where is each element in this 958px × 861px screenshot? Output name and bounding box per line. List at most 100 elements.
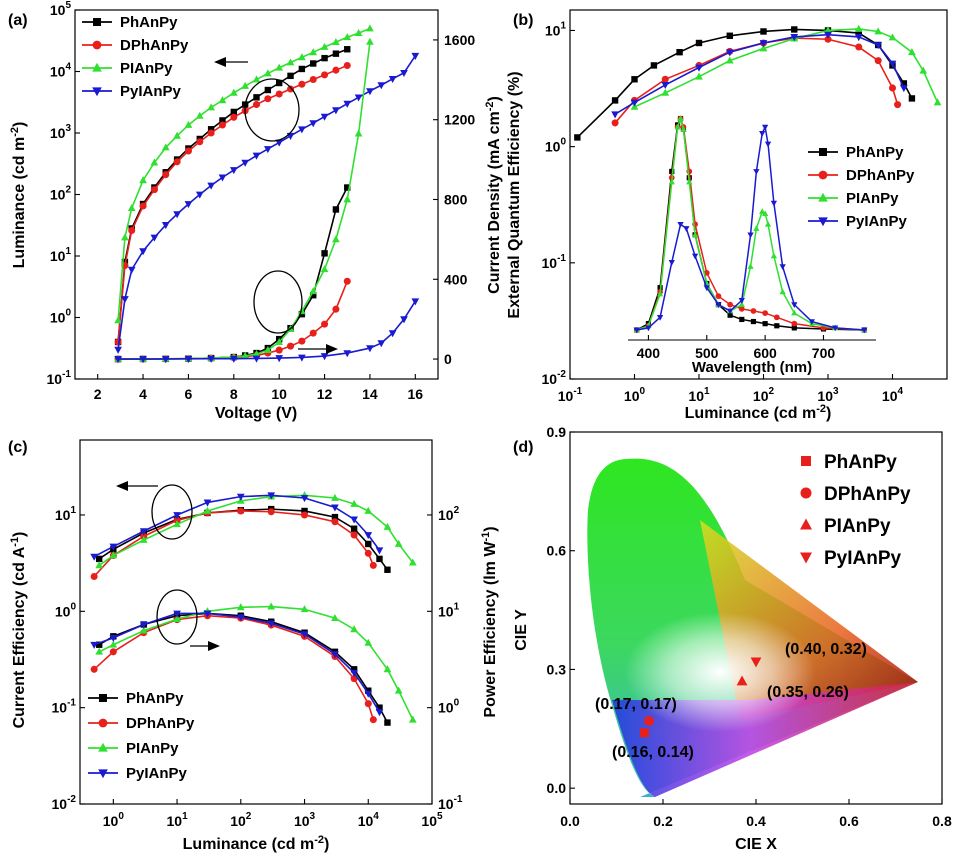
inset-point-pyianpy	[764, 141, 772, 148]
b-eqe-point-pianpy	[759, 44, 768, 52]
a-lum-point-dphanpy	[332, 66, 340, 74]
c-pe-point-pyianpy	[375, 709, 384, 717]
a-lum-point-pyianpy	[309, 120, 318, 128]
a-lum-point-pyianpy	[377, 82, 386, 90]
a-legend-marker-pyianpy	[92, 87, 102, 97]
a-lum-point-dphanpy	[298, 80, 306, 88]
a-ytick-right-label: 0	[444, 351, 452, 367]
a-lum-point-dphanpy	[321, 71, 329, 79]
cie-annotation-pianpy: (0.35, 0.26)	[767, 684, 849, 701]
b-eqe-point-pianpy	[725, 56, 734, 64]
a-xtick-label: 10	[271, 386, 287, 402]
panel-c-ylabel-right: Power Efficiency (lm W-1)	[480, 526, 499, 717]
a-cd-point-pianpy	[264, 345, 272, 353]
c-ce-point-dphanpy	[90, 572, 98, 580]
a-legend-text-pianpy: PIAnPy	[120, 60, 173, 77]
inset-point-pyianpy	[703, 285, 710, 292]
d-xtick-label: 0.8	[932, 813, 952, 829]
a-lum-point-pyianpy	[229, 167, 238, 175]
a-lum-point-dphanpy	[252, 101, 261, 109]
inset-point-pyianpy	[677, 221, 684, 228]
cie-annotation-phanpy: (0.16, 0.14)	[612, 744, 694, 761]
inset-point-pianpy	[674, 123, 681, 130]
a-lum-point-pyianpy	[343, 100, 352, 108]
a-lum-point-phanpy	[287, 72, 294, 80]
c-ce-point-phanpy	[350, 525, 358, 532]
c-ce-point-pyianpy	[139, 528, 148, 536]
c-pe-point-pyianpy	[139, 621, 148, 629]
b-eqe-line-pyianpy	[614, 33, 905, 115]
c-ce-point-pianpy	[95, 561, 104, 569]
inset-point-pianpy	[668, 178, 675, 185]
inset-point-pyianpy	[633, 327, 640, 334]
a-lum-point-pyianpy	[121, 296, 129, 304]
inset-series	[633, 115, 868, 334]
inset-point-phanpy	[762, 321, 768, 327]
c-pe-point-pianpy	[350, 625, 358, 633]
b-eqe-point-pyianpy	[888, 60, 897, 68]
c-ce-point-pyianpy	[375, 547, 384, 555]
c-legend-text-pyianpy: PyIAnPy	[126, 765, 188, 782]
cie-annotation-dphanpy: (0.17, 0.17)	[595, 696, 677, 713]
d-xtick-label: 0.6	[839, 813, 859, 829]
a-cd-point-pyianpy	[252, 355, 261, 363]
a-cd-point-dphanpy	[275, 346, 283, 354]
a-lum-point-pianpy	[354, 29, 363, 37]
a-lum-point-phanpy	[332, 50, 340, 57]
a-cd-point-pyianpy	[184, 355, 193, 364]
c-ce-point-pyianpy	[90, 553, 98, 561]
inset-point-pyianpy	[753, 169, 760, 175]
c-legend-marker-pyianpy	[98, 769, 108, 779]
b-eqe-point-dphanpy	[611, 119, 619, 127]
inset-point-pyianpy	[715, 302, 722, 309]
a-lum-point-pyianpy	[139, 248, 147, 256]
d-legend-text-phanpy: PhAnPy	[824, 452, 897, 473]
c-ce-line-dphanpy	[93, 510, 375, 578]
c-ytick-right-label: 102	[438, 505, 460, 523]
b-eqe-point-phanpy	[650, 62, 658, 69]
c-ce-point-pianpy	[394, 539, 403, 547]
b-legend-text-phanpy: PhAnPy	[846, 144, 904, 161]
a-lum-line-phanpy	[117, 48, 348, 343]
a-cd-point-pyianpy	[161, 356, 170, 364]
panel-c: (c) 100 101 102 103 104 105 10-2 10-1 100 101 10-1…	[8, 439, 499, 853]
c-ce-point-pyianpy	[173, 512, 181, 520]
inset-point-pianpy	[762, 210, 769, 217]
b-eqe-point-phanpy	[631, 76, 638, 83]
a-lum-point-phanpy	[275, 79, 283, 87]
inset-point-pianpy	[686, 178, 693, 185]
c-ce-point-phanpy	[331, 513, 339, 521]
c-pe-line-pianpy	[98, 605, 414, 721]
panel-b-legend: PhAnPy DPhAnPy PIAnPy PyIAnPy	[808, 144, 915, 230]
a-lum-point-pyianpy	[388, 75, 397, 83]
b-eqe-point-pianpy	[854, 24, 863, 32]
a-legend-marker-dphanpy	[92, 40, 102, 50]
c-ce-point-pyianpy	[331, 504, 339, 512]
b-xtick-label: 101	[688, 386, 710, 404]
b-eqe-point-pianpy	[908, 48, 916, 56]
d-legend-marker-dphanpy	[800, 487, 812, 499]
c-pe-point-phanpy	[350, 666, 358, 673]
a-lum-point-phanpy	[253, 94, 260, 101]
a-cd-point-pianpy	[298, 307, 306, 315]
a-xtick-label: 4	[139, 386, 147, 402]
b-eqe-point-pianpy	[888, 33, 897, 41]
panel-c-xlabel: Luminance (cd m-2)	[183, 834, 330, 853]
a-lum-point-pyianpy	[366, 88, 374, 96]
c-pe-point-pyianpy	[364, 690, 373, 698]
a-cd-point-phanpy	[332, 206, 340, 213]
a-lum-point-pianpy	[275, 63, 284, 71]
a-cd-point-pianpy	[275, 337, 284, 345]
inset-point-dphanpy	[791, 320, 798, 327]
d-legend-text-dphanpy: DPhAnPy	[824, 484, 911, 505]
inset-point-pianpy	[764, 220, 772, 227]
a-xtick-label: 12	[317, 386, 333, 402]
a-ytick-right-label: 1600	[444, 32, 475, 48]
b-eqe-point-phanpy	[726, 32, 733, 39]
panel-b-ylabel: External Quantum Efficiency (%)	[506, 71, 523, 318]
inset-point-phanpy	[739, 316, 745, 323]
a-cd-point-pyianpy	[400, 316, 408, 324]
c-ce-point-pyianpy	[236, 493, 245, 501]
a-cd-point-dphanpy	[287, 342, 295, 350]
panel-d-xlabel: CIE X	[735, 836, 777, 853]
